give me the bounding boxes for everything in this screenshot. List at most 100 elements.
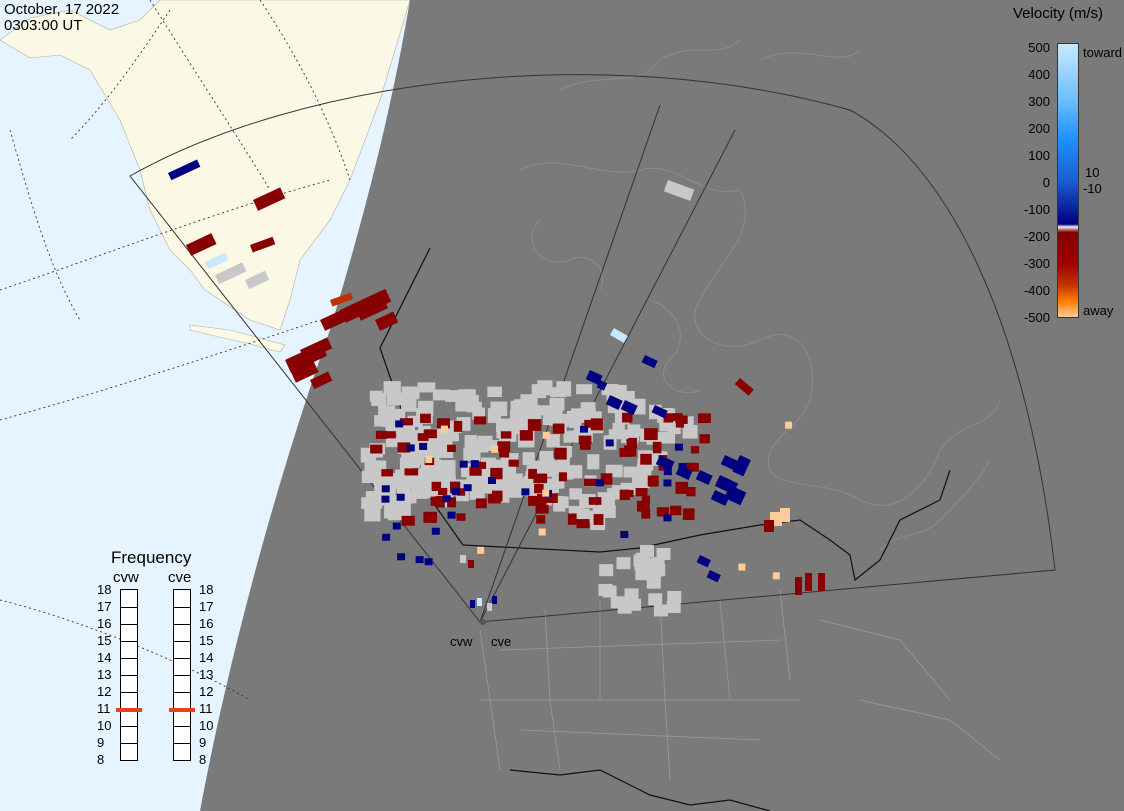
radar-echo-cell	[547, 462, 566, 474]
radar-echo-cell	[475, 498, 487, 509]
fov-outlines	[129, 74, 1056, 623]
radar-echo-cell	[710, 489, 730, 506]
night-region	[200, 0, 1124, 811]
radar-echo-cell	[534, 483, 544, 494]
radar-echo-cell	[447, 444, 456, 452]
radar-echo-cell	[401, 396, 417, 412]
radar-echo-cell	[593, 514, 604, 525]
radar-echo-cell	[616, 557, 631, 570]
radar-echo-cell	[537, 493, 547, 503]
radar-echo-cell	[463, 484, 472, 492]
radar-echo-cell	[395, 469, 411, 480]
radar-echo-cell	[519, 430, 533, 441]
radar-echo-cell	[520, 394, 538, 406]
frequency-column-cvw	[120, 589, 138, 761]
radar-echo-cell	[477, 546, 485, 554]
radar-label-cve: cve	[491, 634, 512, 649]
radar-echo-cell	[469, 484, 485, 500]
radar-echo-cell	[167, 159, 201, 181]
radar-echo-cell	[545, 493, 558, 503]
radar-echo-cell	[453, 420, 463, 432]
radar-echo-cell	[648, 593, 663, 606]
radar-echo-cell	[354, 295, 389, 321]
radar-echo-cell	[381, 495, 390, 503]
radar-echo-cell	[607, 488, 623, 500]
radar-echo-cell	[641, 509, 651, 519]
radar-echo-cell	[698, 413, 711, 424]
radar-echo-cell	[651, 405, 668, 419]
radar-echo-cell	[585, 370, 603, 385]
radar-echo-cell	[579, 440, 591, 450]
frequency-level-label: 14	[97, 650, 112, 665]
radar-echo-cell	[644, 428, 658, 441]
radar-echo-cell	[462, 394, 479, 410]
radar-echo-cell	[558, 472, 567, 482]
radar-echo-cell	[785, 421, 793, 429]
radar-echo-cell	[487, 386, 503, 398]
radar-echo-cell	[386, 392, 403, 406]
radar-echo-cell	[491, 490, 503, 502]
radar-echo-cell	[395, 420, 404, 428]
frequency-marker-cve	[169, 707, 195, 712]
radar-echo-cell	[537, 380, 553, 396]
frequency-level-label: 10	[97, 718, 112, 733]
velocity-tick-label: -500	[1023, 310, 1050, 325]
radar-echo-cell	[663, 413, 674, 423]
radar-echo-cell	[675, 465, 693, 480]
radar-echo-cell	[415, 556, 424, 564]
radar-echo-cell	[487, 476, 496, 484]
radar-echo-cell	[580, 425, 589, 433]
map-date: October, 17 2022	[4, 1, 120, 18]
radar-echo-cell	[411, 484, 425, 498]
radar-echo-cell	[329, 292, 354, 307]
radar-echo-cell	[383, 381, 401, 394]
frequency-level-label: 8	[97, 752, 105, 767]
radar-echo-cell	[657, 432, 676, 444]
radar-echo-cell	[550, 387, 567, 398]
radar-echo-cell	[491, 445, 499, 453]
radar-echo-cell	[670, 505, 682, 516]
radar-echo-cell	[576, 384, 593, 395]
radar-echo-cell	[539, 450, 554, 462]
radar-echo-cell	[608, 429, 625, 440]
radar-echo-cell	[392, 522, 401, 530]
radar-echo-cell	[598, 497, 614, 509]
radar-echo-cell	[401, 386, 420, 400]
radar-echo-cell	[419, 442, 428, 450]
radar-echo-cell	[456, 488, 466, 496]
radar-echo-cell	[588, 497, 602, 505]
freq-col-cve: cve	[168, 569, 192, 586]
radar-echo-cell	[244, 270, 270, 290]
radar-echo-cell	[587, 454, 600, 470]
radar-echo-cell	[449, 481, 461, 494]
radar-echo-cell	[397, 503, 411, 519]
radar-echo-cell	[310, 371, 333, 390]
radar-echo-cell	[417, 400, 434, 416]
radar-echo-cell	[205, 252, 229, 270]
radar-echo-cell	[498, 463, 517, 476]
radar-echo-cell	[732, 454, 751, 477]
radar-echo-cell	[185, 233, 217, 256]
radar-echo-cell	[686, 462, 699, 472]
radar-echo-cell	[610, 328, 628, 343]
radar-echo-cell	[386, 474, 403, 486]
radar-echo-cell	[432, 389, 450, 401]
frequency-level-label: 12	[199, 684, 214, 699]
velocity-colorbar	[1057, 43, 1079, 318]
radar-echo-cell	[634, 558, 649, 571]
radar-echo-cell	[656, 548, 671, 561]
radar-echo-cell	[772, 572, 780, 580]
velocity-tick-label: 300	[1028, 94, 1050, 109]
radar-echo-cell	[663, 479, 672, 487]
radar-echo-cell	[780, 508, 790, 522]
frequency-marker-cvw	[116, 707, 142, 712]
radar-echo-cell	[440, 425, 448, 433]
radar-echo-cell	[401, 452, 414, 464]
radar-echo-cell	[706, 569, 721, 583]
radar-echo-cell	[641, 495, 651, 505]
radar-echo-cell	[646, 576, 661, 589]
radar-echo-cell	[447, 497, 457, 508]
radar-echo-cell	[451, 487, 460, 495]
radar-echo-cell	[641, 355, 658, 369]
radar-echo-cell	[425, 456, 433, 464]
